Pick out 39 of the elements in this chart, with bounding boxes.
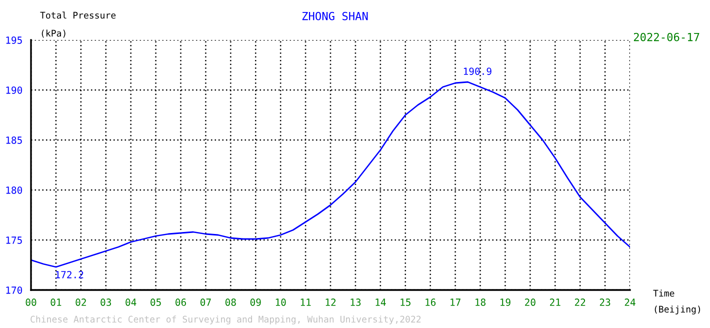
x-tick-label: 22 [574, 298, 586, 306]
x-tick-label: 04 [126, 298, 136, 306]
x-tick-label: 17 [450, 298, 460, 306]
x-tick-label: 03 [100, 298, 111, 306]
x-tick-label: 11 [300, 298, 311, 306]
x-tick-label: 21 [550, 298, 560, 306]
x-tick-label: 24 [624, 298, 636, 306]
x-tick-label: 05 [150, 298, 161, 306]
x-tick-label: 18 [476, 298, 486, 306]
y-tick-label: 175 [6, 236, 22, 244]
x-tick-label: 09 [250, 298, 261, 306]
y-tick-label: 180 [6, 186, 22, 194]
chart-title: ZHONG SHAN [302, 12, 368, 20]
y-tick-label: 170 [6, 286, 22, 294]
text: Chinese Antarctic Center of Surveying and Mapping, Wuhan University,2022 [30, 316, 421, 324]
x-tick-label: 00 [26, 298, 36, 306]
x-tick-label: 12 [326, 298, 336, 306]
x-tick-label: 06 [176, 298, 186, 306]
x-tick-label: 07 [200, 298, 211, 306]
line-series [31, 81, 630, 268]
x-tick-label: 19 [500, 298, 510, 306]
x-tick-label: 15 [400, 298, 410, 306]
text: 2022-06-17 [634, 32, 700, 42]
x-tick-label: 23 [600, 298, 610, 306]
text: Total Pressure (kPa) [40, 12, 116, 38]
x-tick-label: 14 [376, 298, 386, 306]
x-tick-label: 20 [525, 298, 536, 306]
x-tick-label: 02 [76, 298, 86, 306]
x-axis-title: Time (Beijing) [653, 290, 700, 314]
x-tick-label: 01 [50, 298, 62, 306]
y-tick-label: 190 [6, 86, 22, 94]
y-tick-label: 185 [6, 136, 22, 144]
annotation: 190.9 [464, 68, 492, 75]
x-tick-label: 08 [225, 298, 236, 306]
x-tick-label: 10 [276, 298, 286, 306]
x-tick-label: 16 [426, 298, 436, 306]
annotation: 172.2 [56, 271, 84, 278]
y-tick-label: 195 [6, 36, 22, 44]
x-tick-label: 13 [350, 298, 361, 306]
